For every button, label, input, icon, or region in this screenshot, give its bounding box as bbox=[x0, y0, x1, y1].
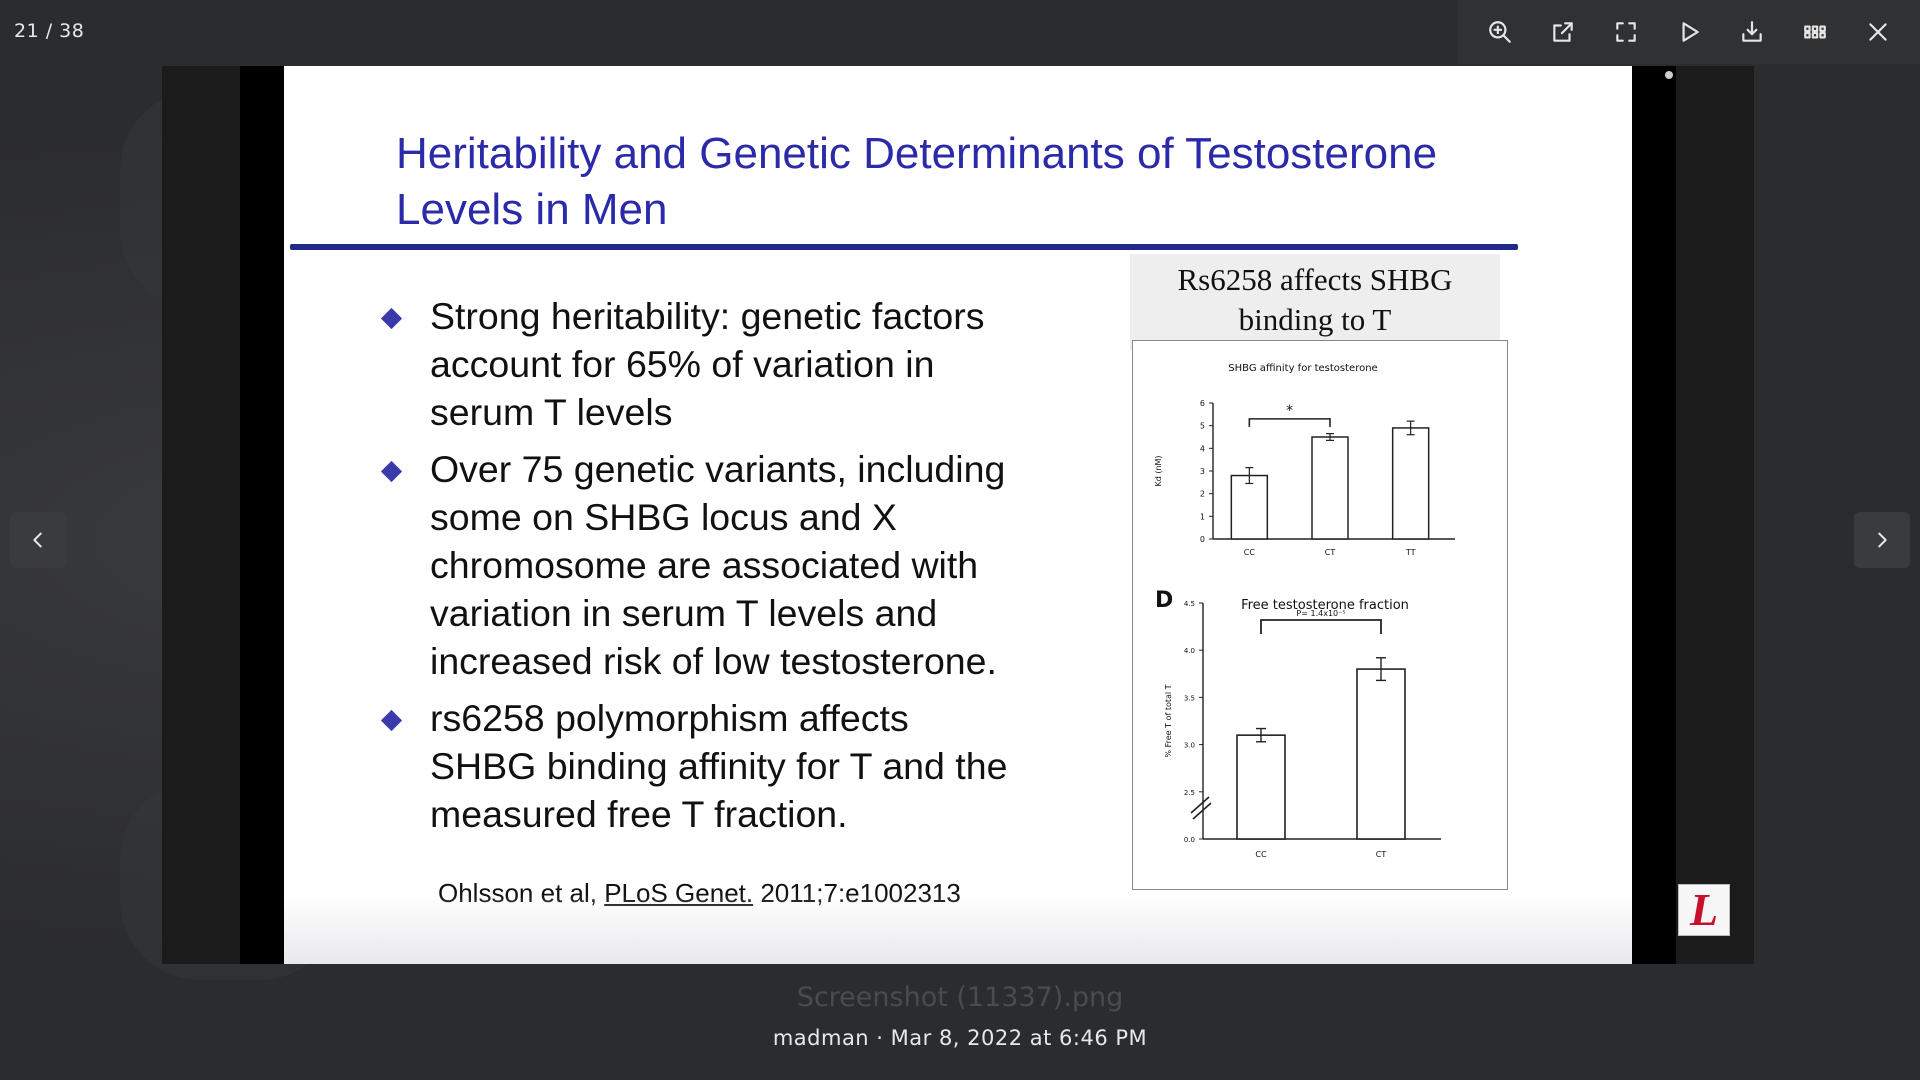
y-tick-label: 6 bbox=[1200, 399, 1205, 408]
image-caption: madman · Mar 8, 2022 at 6:46 PM bbox=[772, 1026, 1148, 1050]
slide-dot bbox=[1665, 71, 1673, 79]
significance-label: * bbox=[1286, 403, 1293, 419]
diamond-bullet-icon bbox=[380, 307, 403, 330]
bullet-line: increased risk of low testosterone. bbox=[430, 640, 997, 682]
viewer-toolbar bbox=[1458, 0, 1920, 64]
significance-bracket bbox=[1248, 418, 1331, 427]
bar bbox=[1391, 427, 1430, 540]
x-tick-label: CT bbox=[1376, 850, 1387, 859]
open-external-button[interactable] bbox=[1543, 12, 1583, 52]
bar bbox=[1311, 436, 1349, 540]
y-axis-label: % Free T of total T bbox=[1164, 684, 1173, 757]
panel-heading-line: Rs6258 affects SHBG bbox=[1177, 262, 1453, 297]
y-tick-label: 4 bbox=[1200, 444, 1205, 453]
chevron-left-icon bbox=[33, 532, 42, 548]
bullet-item: Strong heritability: genetic factors acc… bbox=[380, 292, 1084, 436]
top-bar: 21 / 38 bbox=[0, 0, 1920, 64]
chart-title: SHBG affinity for testosterone bbox=[1228, 363, 1377, 374]
download-icon bbox=[1742, 21, 1762, 42]
bullet-line: Over 75 genetic variants, including bbox=[430, 448, 1006, 490]
y-tick-label: 1 bbox=[1200, 512, 1205, 521]
bullet-line: variation in serum T levels and bbox=[430, 592, 938, 634]
slide-bottom-fade bbox=[284, 894, 1632, 964]
bullet-line: chromosome are associated with bbox=[430, 544, 979, 586]
bullet-line: SHBG binding affinity for T and the bbox=[430, 745, 1008, 787]
bullet-item: rs6258 polymorphism affects SHBG binding… bbox=[380, 694, 1084, 838]
zoom-in-icon bbox=[1488, 21, 1511, 43]
grid-icon bbox=[1804, 25, 1827, 39]
external-link-icon bbox=[1552, 22, 1573, 42]
panel-heading-line: binding to T bbox=[1238, 302, 1392, 337]
figure-charts: SHBG affinity for testosterone 0 1 2 3 4 5 6 Kd … bbox=[1154, 363, 1455, 859]
y-tick-label: 3.0 bbox=[1184, 742, 1195, 750]
y-tick-label: 4.5 bbox=[1184, 600, 1195, 608]
bullet-line: rs6258 polymorphism affects bbox=[430, 697, 909, 739]
close-button[interactable] bbox=[1858, 12, 1898, 52]
x-tick-label: CC bbox=[1255, 850, 1267, 859]
bullet-line: account for 65% of variation in bbox=[430, 343, 935, 385]
diamond-bullet-icon bbox=[380, 709, 403, 732]
slide-title-line: Levels in Men bbox=[396, 185, 668, 234]
chevron-right-icon bbox=[1878, 532, 1887, 548]
bullet-line: Strong heritability: genetic factors bbox=[430, 295, 985, 337]
bullet-line: some on SHBG locus and X bbox=[430, 496, 897, 538]
figure-panel: SHBG affinity for testosterone 0 1 2 3 4 5 6 Kd … bbox=[1132, 340, 1508, 890]
y-tick-label: 3.5 bbox=[1184, 694, 1195, 702]
y-axis-label: Kd (nM) bbox=[1154, 455, 1163, 486]
slide-title: Heritability and Genetic Determinants of… bbox=[396, 126, 1516, 238]
bullet-line: measured free T fraction. bbox=[430, 793, 848, 835]
bar bbox=[1230, 474, 1269, 540]
panel-heading: Rs6258 affects SHBG binding to T bbox=[1130, 254, 1500, 350]
significance-bracket bbox=[1260, 619, 1382, 634]
university-logo: L bbox=[1678, 884, 1730, 936]
x-tick-label: TT bbox=[1405, 548, 1416, 557]
y-tick-label: 5 bbox=[1200, 422, 1205, 431]
significance-label: P= 1.4x10⁻⁵ bbox=[1296, 609, 1345, 618]
bar bbox=[1236, 734, 1286, 840]
y-tick-label: 2.5 bbox=[1184, 789, 1195, 797]
slide-image: Heritability and Genetic Determinants of… bbox=[284, 66, 1632, 964]
diamond-bullet-icon bbox=[380, 460, 403, 483]
previous-button[interactable] bbox=[10, 512, 66, 568]
x-tick-label: CC bbox=[1244, 548, 1256, 557]
y-tick-label: 3 bbox=[1200, 467, 1205, 476]
play-icon bbox=[1682, 22, 1699, 42]
y-tick-label: 0.0 bbox=[1184, 836, 1195, 844]
panel-letter: D bbox=[1155, 588, 1173, 613]
slide-title-line: Heritability and Genetic Determinants of… bbox=[396, 129, 1438, 178]
next-button[interactable] bbox=[1854, 512, 1910, 568]
title-divider bbox=[290, 244, 1518, 250]
fullscreen-button[interactable] bbox=[1606, 12, 1646, 52]
bar bbox=[1356, 668, 1406, 840]
image-counter: 21 / 38 bbox=[14, 20, 85, 42]
y-tick-label: 0 bbox=[1200, 535, 1205, 544]
fullscreen-icon bbox=[1616, 22, 1636, 42]
grid-view-button[interactable] bbox=[1795, 12, 1835, 52]
bullet-line: serum T levels bbox=[430, 391, 673, 433]
close-icon bbox=[1869, 23, 1888, 41]
chart-title: Free testosterone fraction bbox=[1241, 598, 1409, 613]
x-tick-label: CT bbox=[1325, 548, 1336, 557]
file-name: Screenshot (11337).png bbox=[796, 982, 1124, 1013]
logo-letter: L bbox=[1689, 884, 1719, 935]
axis-break-mark bbox=[1190, 796, 1210, 814]
slideshow-button[interactable] bbox=[1669, 12, 1709, 52]
zoom-in-button[interactable] bbox=[1480, 12, 1520, 52]
y-tick-label: 4.0 bbox=[1184, 647, 1195, 655]
y-tick-label: 2 bbox=[1200, 490, 1205, 499]
download-button[interactable] bbox=[1732, 12, 1772, 52]
bullet-list: Strong heritability: genetic factors acc… bbox=[380, 292, 1084, 847]
bullet-item: Over 75 genetic variants, including some… bbox=[380, 445, 1084, 685]
axis-break-mark bbox=[1192, 802, 1212, 820]
